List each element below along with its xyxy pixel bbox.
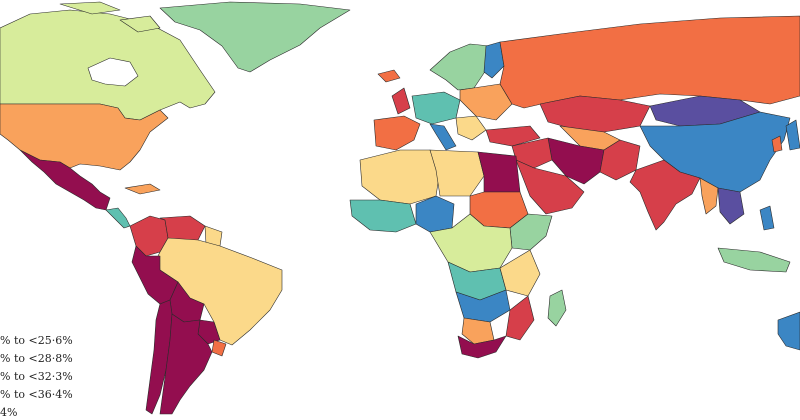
north-africa-west — [359, 149, 441, 205]
egypt — [477, 151, 521, 193]
kazakhstan — [539, 95, 651, 133]
tanzania — [499, 249, 541, 297]
scandinavia — [429, 43, 491, 91]
korea — [771, 135, 783, 153]
iran — [547, 137, 605, 185]
chile — [145, 299, 173, 415]
caribbean — [124, 183, 161, 195]
legend-item: % to <25·6% — [0, 334, 73, 347]
russia — [499, 15, 800, 109]
uruguay — [211, 339, 227, 357]
france-iberia — [373, 115, 421, 151]
west-africa — [349, 199, 417, 233]
balkans — [455, 115, 487, 141]
legend-item: % to <28·8% — [0, 352, 73, 365]
mozambique — [505, 295, 535, 341]
turkey — [485, 125, 541, 147]
legend-item: % to <36·4% — [0, 388, 73, 401]
hudson-bay — [87, 57, 139, 87]
central-europe — [411, 91, 461, 125]
legend-item: 4% — [0, 406, 18, 419]
central-west-africa — [415, 195, 455, 233]
arctic-island — [59, 1, 121, 15]
indonesia — [717, 247, 791, 273]
indochina — [717, 187, 745, 225]
uk — [391, 87, 411, 115]
libya — [429, 149, 485, 197]
myanmar — [699, 177, 719, 215]
south-africa — [457, 335, 507, 359]
australia — [777, 311, 800, 351]
mexico — [19, 149, 111, 211]
madagascar — [547, 289, 567, 327]
arabia — [515, 159, 585, 215]
central-america — [105, 207, 131, 229]
italy — [429, 123, 457, 151]
arctic-island — [119, 15, 161, 33]
finland — [483, 41, 505, 79]
philippines — [759, 205, 775, 231]
legend-item: % to <32·3% — [0, 370, 73, 383]
japan — [785, 119, 800, 151]
greenland — [159, 1, 351, 73]
iceland — [377, 69, 401, 83]
india — [629, 159, 701, 231]
argentina — [159, 313, 213, 415]
